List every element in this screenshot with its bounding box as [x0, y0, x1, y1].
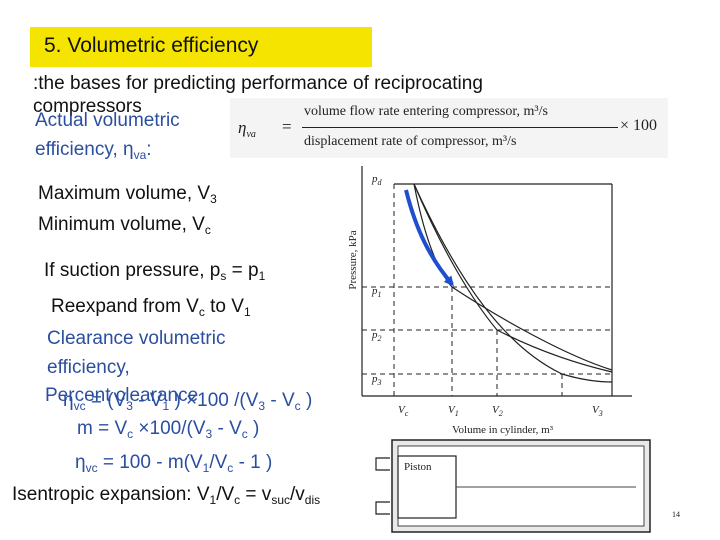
piston-label: Piston	[404, 461, 432, 473]
valve-upper	[375, 457, 390, 471]
pv-diagram: Pressure, kPa pd p1 p2 p3 Vc V1 V2 V3 Vo…	[347, 166, 680, 533]
actual-volumetric-label: Actual volumetric	[35, 110, 180, 131]
equation-denominator: displacement rate of compressor, m³/s	[304, 134, 517, 149]
maximum-volume: Maximum volume, V3	[38, 183, 217, 206]
suction-pressure: If suction pressure, ps = p1	[44, 260, 266, 283]
volume-axis-label: Volume in cylinder, m³	[452, 424, 554, 436]
m-formula: m = Vc ×100/(V3 - Vc )	[77, 418, 260, 441]
valve-lower	[375, 501, 390, 515]
intro-line-1: :the bases for predicting performance of…	[33, 73, 483, 94]
tick-p3: p3	[371, 373, 382, 387]
clearance-efficiency-label: efficiency,	[47, 357, 130, 378]
tick-p1: p1	[371, 285, 382, 299]
percent-clearance-label: Percent clearance	[45, 385, 199, 406]
fraction-bar	[302, 127, 618, 128]
reexpansion-arrow	[404, 189, 454, 287]
tick-vc: Vc	[398, 404, 409, 418]
process-curve-1	[413, 183, 613, 371]
reexpand-text: Reexpand from Vc to V1	[51, 296, 251, 319]
piston	[397, 455, 457, 519]
eta-vc-formula: ηvc = (V3 - V1 ) ×100 /(V3 - Vc )	[63, 390, 313, 413]
tick-pd: pd	[371, 173, 383, 187]
volumetric-efficiency-equation: ηva = volume flow rate entering compress…	[230, 98, 668, 158]
intro-line-2: compressors	[33, 96, 142, 117]
eta-va-symbol: ηva	[238, 118, 256, 140]
tick-v2: V2	[492, 404, 503, 418]
minimum-volume: Minimum volume, Vc	[38, 214, 211, 237]
equals-sign: =	[282, 117, 292, 136]
page-title: 5. Volumetric efficiency	[44, 34, 259, 57]
tick-v1: V1	[448, 404, 459, 418]
isentropic-expansion: Isentropic expansion: V1/Vc = vsuc/vdis	[12, 484, 321, 507]
clearance-volumetric-label: Clearance volumetric	[47, 328, 226, 349]
pressure-axis-label: Pressure, kPa	[347, 230, 359, 289]
process-curve-3	[413, 183, 613, 383]
title-banner: 5. Volumetric efficiency	[30, 27, 372, 67]
equation-numerator: volume flow rate entering compressor, m³…	[304, 104, 548, 119]
page-number: 14	[672, 510, 680, 519]
tick-p2: p2	[371, 329, 382, 343]
actual-volumetric-efficiency-label: efficiency, ηva:	[35, 139, 152, 162]
process-curve-2	[413, 183, 613, 373]
times-100: × 100	[620, 117, 658, 134]
tick-v3: V3	[592, 404, 603, 418]
eta-vc-simplified: ηvc = 100 - m(V1/Vc - 1 )	[75, 452, 273, 475]
